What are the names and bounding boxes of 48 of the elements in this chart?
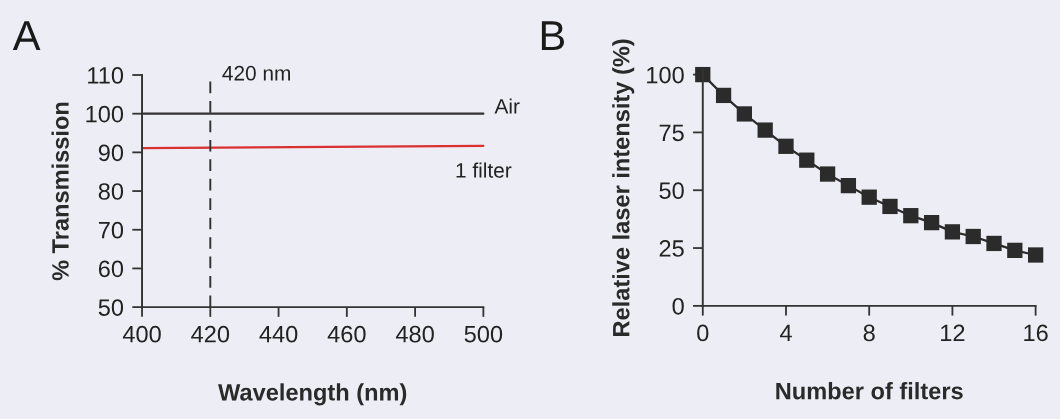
x-tick-label: 500 bbox=[464, 325, 503, 343]
x-axis-title: Number of filters bbox=[776, 382, 963, 400]
x-tick-label: 8 bbox=[863, 324, 875, 342]
x-tick-label: 480 bbox=[395, 325, 434, 343]
y-tick-label: 80 bbox=[98, 183, 124, 200]
x-tick-label: 400 bbox=[122, 325, 161, 343]
point bbox=[923, 214, 940, 231]
x-tick-label: 460 bbox=[327, 325, 366, 343]
point bbox=[965, 228, 981, 245]
series-label: Air bbox=[494, 98, 520, 114]
y-axis-title: % Transmission bbox=[51, 102, 69, 281]
x-tick-label: 12 bbox=[941, 324, 965, 342]
y-tick-label: 100 bbox=[647, 66, 684, 84]
y-tick-label: 100 bbox=[86, 105, 124, 123]
series-label: 1 filter bbox=[456, 162, 512, 178]
point bbox=[903, 208, 919, 224]
point bbox=[840, 177, 857, 194]
point bbox=[757, 122, 773, 138]
point bbox=[882, 198, 898, 215]
y-tick-label: 60 bbox=[98, 260, 124, 278]
chart-title: B bbox=[541, 21, 565, 51]
point bbox=[715, 87, 732, 104]
x-tick-label: 420 bbox=[191, 325, 230, 343]
x-tick-label: 4 bbox=[779, 324, 792, 342]
y-tick-label: 25 bbox=[659, 240, 684, 257]
chart-title: A bbox=[12, 21, 41, 51]
y-tick-label: 70 bbox=[98, 221, 124, 239]
y-tick-label: 50 bbox=[659, 182, 684, 200]
x-tick-label: 440 bbox=[259, 325, 298, 343]
point bbox=[799, 152, 815, 168]
point bbox=[778, 138, 794, 154]
x-tick-label: 16 bbox=[1024, 324, 1048, 342]
point bbox=[819, 166, 836, 182]
point bbox=[861, 189, 877, 205]
point bbox=[1007, 242, 1023, 258]
point bbox=[736, 106, 753, 122]
x-axis-title: Wavelength (nm) bbox=[218, 383, 407, 406]
point bbox=[986, 235, 1002, 252]
x-tick-label: 0 bbox=[697, 324, 709, 342]
y-axis-title: Relative laser intensity (%) bbox=[612, 39, 635, 336]
point bbox=[1027, 247, 1044, 263]
y-tick-label: 110 bbox=[88, 67, 124, 84]
y-tick-label: 50 bbox=[98, 299, 124, 316]
y-tick-label: 75 bbox=[659, 124, 684, 142]
y-tick-label: 0 bbox=[672, 297, 684, 315]
ref-line-label: 420 nm bbox=[222, 65, 290, 81]
point bbox=[944, 224, 961, 240]
y-tick-label: 90 bbox=[98, 144, 124, 162]
